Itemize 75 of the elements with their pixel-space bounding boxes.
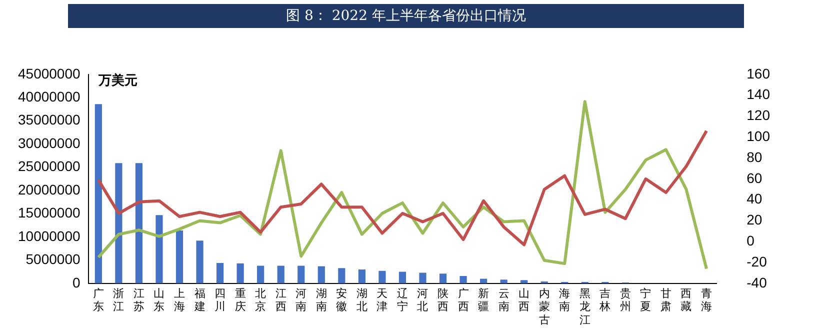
bar (318, 266, 325, 284)
y2-tick-label: 0 (746, 232, 755, 248)
bar (419, 272, 426, 284)
bar (398, 272, 406, 284)
x-tick-label: 贵州 (620, 286, 631, 314)
x-tick-label: 云南 (498, 286, 510, 314)
y-axis-title: 万美元 (97, 72, 138, 88)
bar (236, 263, 244, 284)
x-tick-label: 湖南 (316, 286, 327, 314)
y2-tick-label: 140 (746, 86, 770, 102)
y2-tick-label: 120 (746, 107, 770, 124)
bar (94, 104, 102, 284)
x-tick-label: 江西 (275, 286, 286, 314)
x-tick-label: 河南 (296, 286, 307, 314)
y2-tick-label: 40 (746, 190, 762, 207)
bar (156, 215, 163, 284)
bar (216, 262, 224, 284)
x-tick-label: 黑龙江 (579, 286, 590, 326)
x-tick-label: 上海 (174, 286, 185, 314)
y2-tick-label: -40 (746, 274, 768, 290)
x-tick-label: 青海 (701, 286, 712, 314)
x-tick-label: 北京 (255, 286, 266, 314)
chart-title: 图 8： 2022 年上半年各省份出口情况 (68, 4, 744, 28)
y2-tick-label: -20 (746, 253, 768, 270)
bar (358, 269, 366, 284)
y2-tick-label: 160 (746, 65, 770, 82)
bar (500, 280, 508, 284)
bar (338, 268, 346, 284)
y-tick-label: 45000000 (18, 65, 80, 82)
x-tick-label: 吉林 (598, 286, 611, 314)
y-tick-label: 20000000 (18, 181, 80, 198)
y-tick-label: 25000000 (18, 158, 80, 174)
bar (196, 240, 204, 284)
x-tick-label: 西藏 (680, 286, 692, 314)
y-tick-label: 40000000 (18, 88, 80, 104)
y2-tick-label: 60 (746, 170, 762, 186)
bar (115, 163, 122, 284)
x-tick-label: 安徽 (336, 286, 348, 314)
x-tick-label: 重庆 (234, 286, 246, 314)
y-tick-label: 10000000 (18, 228, 80, 244)
y2-tick-label: 20 (746, 212, 762, 228)
bar (378, 270, 386, 284)
bar (520, 280, 528, 284)
bar (277, 266, 284, 284)
x-tick-label: 陕西 (438, 286, 449, 314)
bar (439, 274, 447, 284)
y-tick-label: 15000000 (18, 204, 80, 221)
bar (298, 266, 305, 284)
x-tick-label: 海南 (559, 286, 570, 314)
y2-tick-label: 100 (746, 128, 770, 144)
x-tick-label: 广东 (92, 286, 104, 314)
x-tick-label: 福建 (193, 286, 206, 314)
x-tick-label: 天津 (376, 286, 388, 314)
bar (176, 230, 184, 284)
x-tick-label: 内蒙古 (538, 286, 550, 326)
x-tick-label: 新疆 (478, 286, 490, 314)
x-tick-label: 河北 (417, 286, 428, 314)
y-tick-label: 0 (72, 274, 80, 290)
y2-tick-label: 80 (746, 148, 762, 165)
bar (135, 163, 143, 284)
x-tick-label: 山西 (518, 286, 530, 314)
y-tick-label: 35000000 (18, 112, 80, 128)
x-tick-label: 广西 (458, 286, 469, 314)
y-tick-label: 30000000 (18, 134, 80, 151)
x-tick-label: 浙江 (113, 286, 124, 314)
bar (257, 266, 264, 284)
x-tick-label: 湖北 (356, 286, 368, 314)
y-tick-label: 5000000 (26, 251, 80, 268)
x-tick-label: 山东 (154, 286, 165, 314)
x-tick-label: 江苏 (133, 286, 144, 314)
bar (460, 276, 467, 284)
x-tick-label: 四川 (214, 286, 226, 314)
x-tick-label: 辽宁 (396, 286, 408, 314)
x-tick-label: 宁夏 (640, 286, 652, 314)
x-tick-label: 甘肃 (660, 286, 672, 314)
